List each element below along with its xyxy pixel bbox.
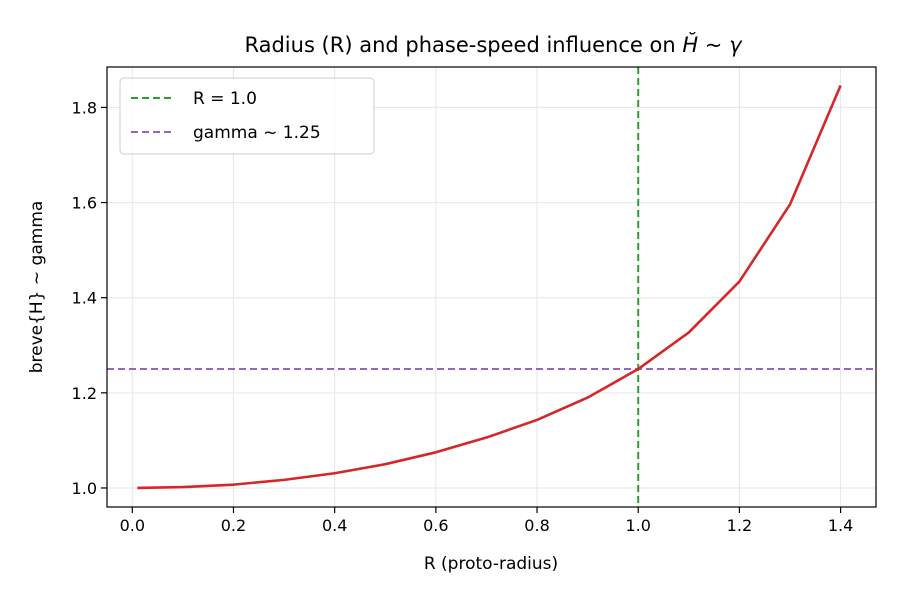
x-tick-label: 0.0 bbox=[120, 516, 145, 535]
series-group bbox=[137, 85, 842, 490]
y-axis-label: breve{H} ~ gamma bbox=[27, 201, 47, 374]
y-tick-label: 1.4 bbox=[72, 289, 97, 308]
legend-label: R = 1.0 bbox=[193, 89, 257, 109]
plot-frame bbox=[106, 66, 877, 508]
x-axis-label: R (proto-radius) bbox=[424, 554, 558, 574]
x-axis-ticks: 0.0 0.2 0.4 0.6 0.8 1.0 1.2 1.4 bbox=[120, 507, 853, 535]
x-tick-label: 0.8 bbox=[524, 516, 549, 535]
y-tick-label: 1.8 bbox=[72, 98, 97, 117]
reference-lines bbox=[107, 67, 876, 507]
series-line bbox=[137, 85, 842, 490]
x-tick-label: 0.4 bbox=[322, 516, 347, 535]
chart-title: Radius (R) and phase-speed influence on … bbox=[244, 32, 743, 57]
x-tick-label: 1.0 bbox=[625, 516, 650, 535]
y-tick-label: 1.6 bbox=[72, 194, 97, 213]
y-tick-label: 1.0 bbox=[72, 479, 97, 498]
legend: R = 1.0 gamma ~ 1.25 bbox=[119, 77, 375, 155]
x-tick-label: 1.4 bbox=[828, 516, 853, 535]
x-tick-label: 1.2 bbox=[727, 516, 752, 535]
legend-label: gamma ~ 1.25 bbox=[193, 123, 321, 143]
y-axis-ticks: 1.0 1.2 1.4 1.6 1.8 bbox=[72, 98, 107, 498]
legend-box bbox=[119, 77, 375, 155]
x-tick-label: 0.2 bbox=[221, 516, 246, 535]
chart-title-text: Radius (R) and phase-speed influence on bbox=[244, 33, 682, 57]
chart-title-math: H̆ ~ γ bbox=[682, 32, 743, 57]
y-tick-label: 1.2 bbox=[72, 384, 97, 403]
x-tick-label: 0.6 bbox=[423, 516, 448, 535]
